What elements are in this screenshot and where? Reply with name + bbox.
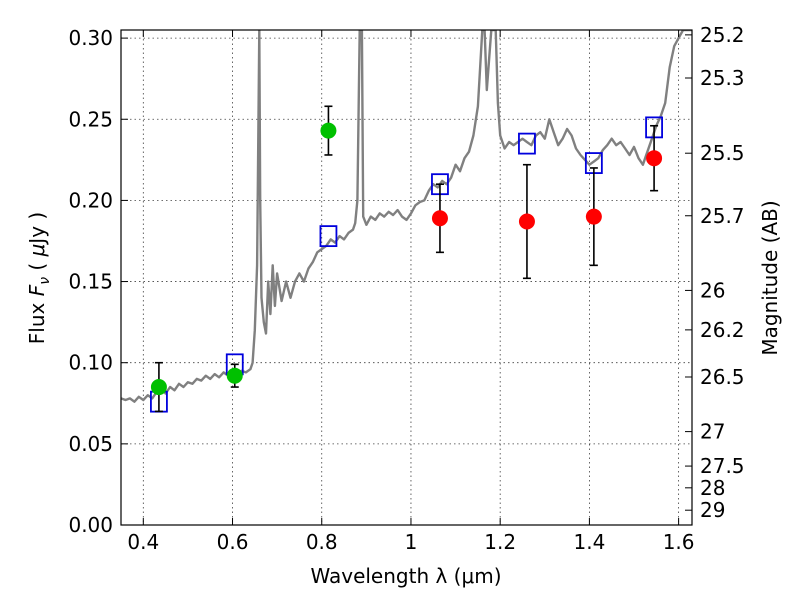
green-data-point	[226, 367, 243, 384]
plot-frame	[120, 29, 693, 526]
mag-tick-label: 25.7	[700, 204, 745, 228]
spectrum-layer	[121, 30, 692, 403]
red-data-point	[646, 150, 663, 167]
mag-tick-label: 29	[700, 498, 725, 522]
y-tick-label: 0.10	[68, 351, 113, 375]
mag-tick-label: 25.2	[700, 23, 745, 47]
green-data-point	[320, 122, 337, 139]
x-tick-label: 0.8	[306, 530, 338, 554]
y-axis-label: Flux Fν ( μJy )	[25, 212, 53, 344]
model-photometry-square	[518, 132, 536, 155]
mag-tick-label: 25.3	[700, 66, 745, 90]
red-data-point	[431, 210, 448, 227]
mag-tick-label: 27.5	[700, 454, 745, 478]
y-tick-label: 0.20	[68, 188, 113, 212]
mag-tick-label: 28	[700, 476, 725, 500]
series-layer	[150, 105, 663, 413]
y-tick-label: 0.05	[68, 432, 113, 456]
y-tick-label: 0.15	[68, 270, 113, 294]
mag-tick-label: 26	[700, 278, 725, 302]
y2-axis-label: Magnitude (AB)	[758, 200, 782, 355]
model-spectrum-line	[121, 30, 692, 403]
red-data-point	[518, 213, 535, 230]
y-tick-label: 0.30	[68, 26, 113, 50]
y-tick-label: 0.00	[68, 513, 113, 537]
x-tick-label: 1.4	[573, 530, 605, 554]
mag-tick-label: 26.5	[700, 365, 745, 389]
x-tick-label: 1.6	[663, 530, 695, 554]
x-tick-label: 1.2	[484, 530, 516, 554]
ticks: 0.4 0.6 0.8 1 1.2 1.4 1.6 0.00 0.05 0.10 0.15 0.20 0…	[68, 23, 744, 554]
x-tick-label: 0.4	[127, 530, 159, 554]
green-data-point	[150, 379, 167, 396]
model-photometry-square	[319, 225, 338, 248]
mag-tick-label: 25.5	[700, 141, 745, 165]
red-data-point	[585, 208, 602, 225]
grid	[121, 30, 692, 526]
mag-tick-label: 26.2	[700, 318, 745, 342]
x-axis-label: Wavelength λ (μm)	[310, 564, 501, 588]
x-tick-label: 0.6	[217, 530, 249, 554]
y-tick-label: 0.25	[68, 107, 113, 131]
x-tick-label: 1	[405, 530, 418, 554]
mag-tick-label: 27	[700, 420, 725, 444]
